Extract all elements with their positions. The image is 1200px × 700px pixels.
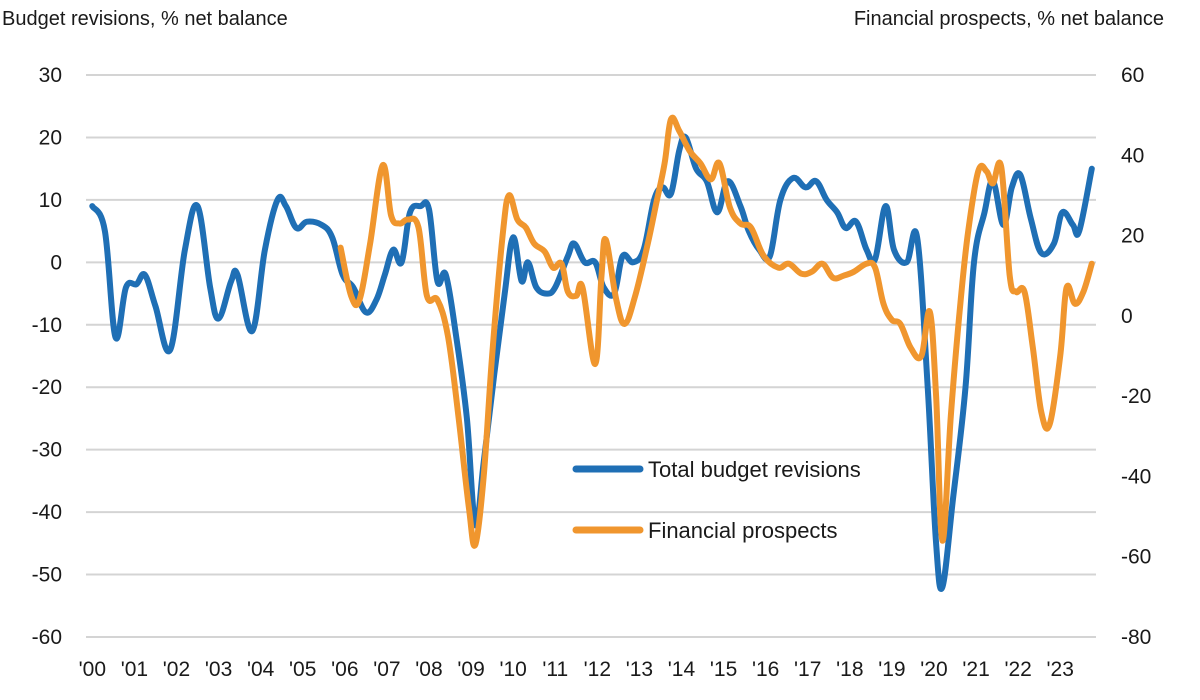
x-tick-label: '10 [499, 658, 526, 681]
x-tick-label: '01 [121, 658, 148, 681]
x-tick-label: '14 [668, 658, 696, 681]
gridlines [86, 74, 1096, 638]
left-tick-label: -50 [32, 564, 62, 587]
left-tick-label: -30 [32, 439, 62, 462]
x-tick-label: '04 [247, 658, 275, 681]
x-tick-label: '00 [79, 658, 106, 681]
x-tick-label: '21 [962, 658, 989, 681]
series-lines [89, 114, 1095, 592]
left-tick-label: -60 [32, 626, 62, 649]
right-tick-label: 0 [1121, 305, 1133, 328]
x-tick-label: '03 [205, 658, 232, 681]
right-tick-label: -40 [1121, 465, 1151, 488]
right-tick-label: 40 [1121, 144, 1144, 167]
legend: Total budget revisions Financial prospec… [572, 457, 861, 543]
x-tick-label: '12 [584, 658, 611, 681]
right-tick-label: 60 [1121, 64, 1144, 87]
series-line-total-budget-revisions [89, 133, 1095, 592]
x-tick-label: '13 [626, 658, 653, 681]
x-tick-label: '11 [542, 658, 568, 681]
left-tick-label: -10 [32, 314, 62, 337]
x-tick-label: '17 [794, 658, 821, 681]
right-axis-ticks: 60 40 20 0 -20 -40 -60 -80 [1121, 64, 1151, 649]
x-tick-label: '08 [415, 658, 442, 681]
left-tick-label: -40 [32, 501, 62, 524]
left-axis-title: Budget revisions, % net balance [2, 8, 288, 30]
left-tick-label: 0 [50, 251, 62, 274]
x-tick-label: '16 [752, 658, 779, 681]
left-tick-label: 30 [39, 64, 62, 87]
left-tick-label: 20 [39, 126, 62, 149]
x-tick-label: '18 [836, 658, 863, 681]
x-tick-label: '07 [373, 658, 400, 681]
legend-label-financial-prospects: Financial prospects [648, 518, 838, 543]
x-tick-label: '05 [289, 658, 316, 681]
series-line-financial-prospects [337, 114, 1095, 549]
right-tick-label: -20 [1121, 385, 1151, 408]
x-tick-label: '06 [331, 658, 358, 681]
x-tick-label: '22 [1004, 658, 1031, 681]
right-axis-title: Financial prospects, % net balance [853, 8, 1164, 30]
x-tick-label: '20 [920, 658, 947, 681]
right-tick-label: -60 [1121, 546, 1151, 569]
x-tick-label: '15 [710, 658, 737, 681]
x-tick-label: '02 [163, 658, 190, 681]
right-tick-label: 20 [1121, 225, 1144, 248]
legend-label-total-budget-revisions: Total budget revisions [648, 457, 861, 482]
left-tick-label: 10 [39, 189, 62, 212]
right-tick-label: -80 [1121, 626, 1151, 649]
x-tick-label: '09 [457, 658, 484, 681]
left-tick-label: -20 [32, 376, 62, 399]
x-tick-label: '23 [1047, 658, 1074, 681]
x-axis-ticks: '00 '01 '02 '03 '04 '05 '06 '07 '08 '09 '10 '11 '12 '… [79, 658, 1074, 681]
x-tick-label: '19 [878, 658, 905, 681]
left-axis-ticks: 30 20 10 0 -10 -20 -30 -40 -50 -60 [32, 64, 62, 649]
